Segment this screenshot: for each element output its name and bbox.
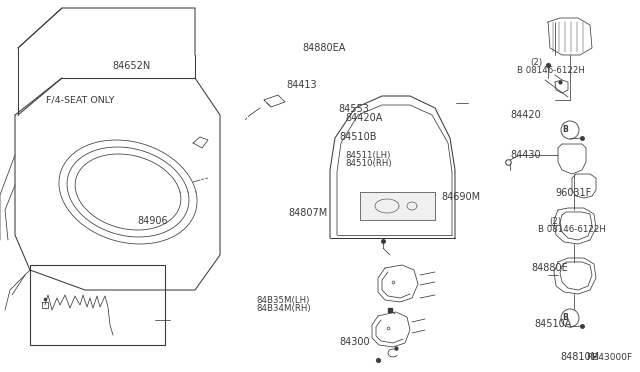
Text: B 08146-6122H: B 08146-6122H <box>538 225 605 234</box>
Text: 96031F: 96031F <box>556 188 592 198</box>
Text: 84510A: 84510A <box>534 319 572 328</box>
Text: 84906: 84906 <box>138 217 168 226</box>
Text: 84652N: 84652N <box>112 61 150 71</box>
Text: 84511(LH): 84511(LH) <box>346 151 391 160</box>
Text: 84510B: 84510B <box>339 132 377 142</box>
Text: 84553: 84553 <box>338 104 369 113</box>
Text: 84420: 84420 <box>511 110 541 119</box>
Text: 84430: 84430 <box>511 151 541 160</box>
Text: B: B <box>562 314 568 323</box>
Text: 84B34M(RH): 84B34M(RH) <box>256 304 310 313</box>
Text: B 08146-6122H: B 08146-6122H <box>517 66 585 75</box>
Text: 84810M: 84810M <box>560 352 599 362</box>
Text: 84690M: 84690M <box>442 192 481 202</box>
Text: (2): (2) <box>549 217 561 226</box>
Text: 84300: 84300 <box>339 337 370 347</box>
Text: 84880EA: 84880EA <box>302 43 346 52</box>
Text: RB43000F: RB43000F <box>586 353 632 362</box>
Text: (2): (2) <box>530 58 542 67</box>
Bar <box>30 265 165 345</box>
Bar <box>360 192 435 220</box>
Text: 84413: 84413 <box>287 80 317 90</box>
Text: 84510(RH): 84510(RH) <box>346 159 392 168</box>
Text: 84420A: 84420A <box>346 113 383 123</box>
Text: 84807M: 84807M <box>288 208 327 218</box>
Text: F/4-SEAT ONLY: F/4-SEAT ONLY <box>46 95 115 104</box>
Text: 84880E: 84880E <box>531 263 568 273</box>
Text: 84B35M(LH): 84B35M(LH) <box>256 296 309 305</box>
Text: B: B <box>562 125 568 135</box>
